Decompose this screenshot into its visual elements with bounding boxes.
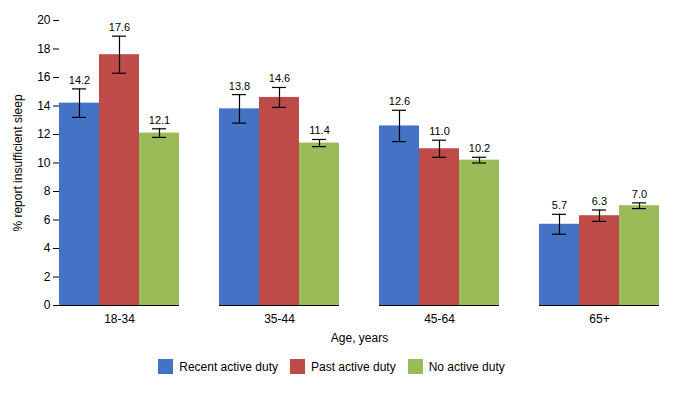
html-text:No active duty: No active duty (428, 359, 505, 374)
svg-text:18: 18 (37, 42, 51, 56)
svg-text:12: 12 (37, 127, 51, 141)
svg-text:0: 0 (44, 298, 51, 312)
svg-text:4: 4 (44, 241, 51, 255)
svg-text:% report insufficient sleep: % report insufficient sleep (11, 94, 25, 232)
svg-text:14.2: 14.2 (69, 74, 90, 86)
html-text:Past active duty: Past active duty (311, 359, 396, 374)
svg-text:6: 6 (44, 213, 51, 227)
svg-text:6.3: 6.3 (592, 195, 607, 207)
svg-text:12.6: 12.6 (389, 95, 410, 107)
svg-text:18-34: 18-34 (104, 312, 135, 326)
svg-text:13.8: 13.8 (229, 80, 250, 92)
svg-text:45-64: 45-64 (424, 312, 455, 326)
svg-text:5.7: 5.7 (552, 199, 567, 211)
svg-text:12.1: 12.1 (149, 114, 170, 126)
svg-text:10: 10 (37, 156, 51, 170)
svg-text:17.6: 17.6 (109, 21, 130, 33)
svg-text:16: 16 (37, 70, 51, 84)
svg-text:11.0: 11.0 (429, 125, 450, 137)
svg-text:14: 14 (37, 99, 51, 113)
svg-text:65+: 65+ (589, 312, 609, 326)
svg-text:20: 20 (37, 13, 51, 27)
svg-text:Age, years: Age, years (331, 331, 388, 345)
svg-text:2: 2 (44, 270, 51, 284)
svg-text:8: 8 (44, 184, 51, 198)
html-text:Recent active duty: Recent active duty (179, 359, 278, 374)
svg-text:7.0: 7.0 (632, 188, 647, 200)
svg-text:35-44: 35-44 (264, 312, 295, 326)
svg-text:11.4: 11.4 (309, 124, 330, 136)
svg-text:14.6: 14.6 (269, 72, 290, 84)
svg-text:10.2: 10.2 (469, 142, 490, 154)
